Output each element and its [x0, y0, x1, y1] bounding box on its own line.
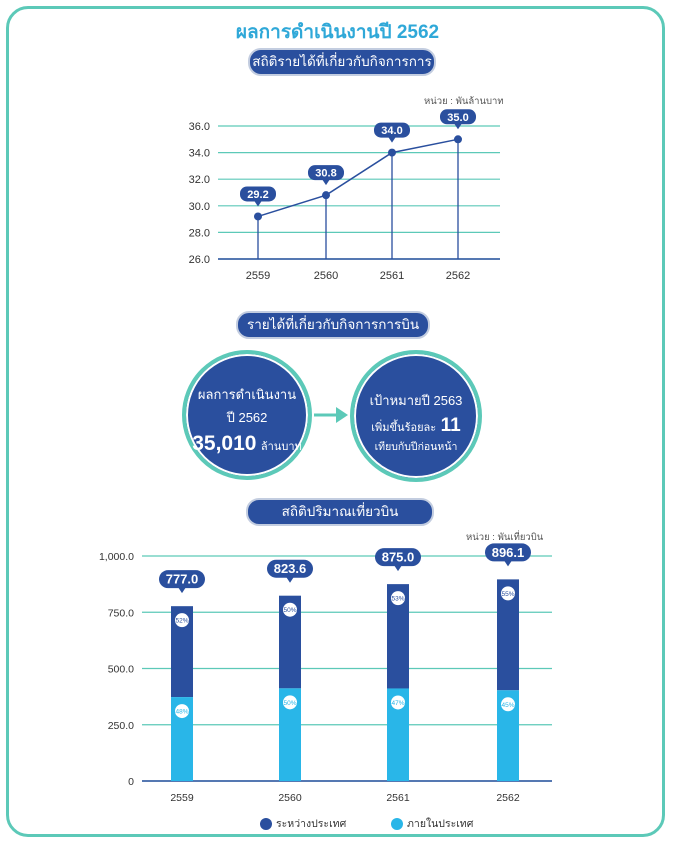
bar-international [497, 579, 519, 691]
total-label: 823.6 [274, 561, 307, 576]
legend-domestic-label: ภายในประเทศ [407, 818, 474, 830]
pct-badge-international [501, 586, 515, 601]
value-label: 30.8 [315, 168, 336, 180]
total-label-pointer [286, 576, 294, 583]
y-tick-label: 500.0 [108, 664, 134, 676]
performance-label: ผลการดำเนินงาน [197, 387, 297, 402]
y-tick-label: 250.0 [108, 720, 134, 732]
value-label-bubble [440, 109, 476, 125]
data-point [388, 148, 396, 157]
x-tick-label: 2559 [170, 792, 194, 804]
total-label-bubble [267, 559, 313, 578]
flight-bar-chart: 0 250.0 500.0 750.0 1,000.0 52% 48% 777.0 2559 50… [99, 543, 552, 804]
revenue-line-chart: 26.0 28.0 30.0 32.0 34.0 36.0 29.2 2559 30.8 2560… [189, 109, 500, 282]
total-label: 875.0 [382, 550, 415, 565]
performance-unit: ล้านบาท [260, 441, 302, 453]
x-tick-label: 2559 [246, 270, 270, 282]
section-revenue-title: รายได้ที่เกี่ยวกับกิจการการบิน [236, 311, 430, 339]
x-tick-label: 2560 [278, 792, 302, 804]
pct-label-international: 53% [391, 596, 404, 603]
legend-international-label: ระหว่างประเทศ [276, 818, 347, 830]
value-label-pointer [322, 179, 330, 186]
value-label-bubble [240, 186, 276, 202]
pct-badge-domestic [175, 704, 189, 719]
performance-year: ปี 2562 [226, 410, 268, 425]
pct-label-international: 55% [501, 591, 514, 598]
data-point [322, 191, 330, 200]
y-tick-label: 28.0 [189, 227, 210, 239]
data-point [254, 212, 262, 221]
page-title: ผลการดำเนินงานปี 2562 [235, 22, 440, 43]
y-tick-label: 34.0 [189, 148, 210, 160]
y-tick-label: 36.0 [189, 121, 210, 133]
bar-international [279, 595, 301, 689]
total-label-bubble [159, 570, 205, 589]
x-tick-label: 2562 [446, 270, 470, 282]
pct-badge-international [175, 613, 189, 628]
value-label: 34.0 [381, 125, 402, 137]
legend-domestic: ภายในประเทศ [391, 815, 473, 832]
pct-label-international: 50% [283, 607, 296, 614]
y-tick-label: 750.0 [108, 607, 134, 619]
value-label-pointer [388, 136, 396, 143]
bar-international [387, 584, 409, 689]
legend-domestic-swatch [391, 818, 403, 831]
total-label-pointer [178, 587, 186, 594]
total-label: 896.1 [492, 545, 525, 560]
pct-badge-domestic [391, 695, 405, 710]
y-tick-label: 32.0 [189, 174, 210, 186]
pct-label-domestic: 48% [175, 709, 188, 716]
x-tick-label: 2560 [314, 270, 338, 282]
legend-international-swatch [260, 818, 272, 831]
total-label-pointer [394, 565, 402, 572]
y-tick-label: 26.0 [189, 254, 210, 266]
target-increase-label: เพิ่มขึ้นร้อยละ [371, 422, 437, 434]
value-label-bubble [374, 122, 410, 138]
pct-badge-domestic [501, 697, 515, 712]
value-label-bubble [308, 165, 344, 181]
y-tick-label: 1,000.0 [99, 551, 134, 563]
pct-badge-domestic [283, 695, 297, 710]
value-label: 35.0 [447, 112, 468, 124]
value-label-pointer [254, 200, 262, 207]
arrow-right-icon [314, 407, 348, 423]
pct-badge-international [391, 591, 405, 606]
x-tick-label: 2561 [386, 792, 410, 804]
x-tick-label: 2562 [496, 792, 520, 804]
revenue-unit-label: หน่วย : พันล้านบาท [424, 96, 504, 107]
target-2563-circle: เป้าหมายปี 2563 เพิ่มขึ้นร้อยละ 11 เทียบ… [350, 350, 482, 482]
performance-value: 35,010 [192, 432, 257, 455]
section-flight-stats-title: สถิติปริมาณเที่ยวบิน [246, 498, 434, 526]
x-tick-label: 2561 [380, 270, 404, 282]
total-label: 777.0 [166, 572, 199, 587]
value-label-pointer [454, 123, 462, 130]
total-label-pointer [504, 560, 512, 567]
pct-label-domestic: 45% [501, 702, 514, 709]
bar-international [171, 606, 193, 698]
section-revenue-stats-title: สถิติรายได้ที่เกี่ยวกับกิจการการบิน [248, 48, 436, 93]
target-compare-label: เทียบกับปีก่อนหน้า [374, 441, 458, 453]
value-label: 29.2 [247, 189, 268, 201]
bar-domestic [387, 688, 409, 781]
pct-label-international: 52% [175, 618, 188, 625]
target-increase-value: 11 [440, 415, 461, 436]
y-tick-label: 30.0 [189, 201, 210, 213]
pct-badge-international [283, 602, 297, 617]
bar-domestic [279, 688, 301, 781]
series-line [257, 138, 459, 218]
total-label-bubble [375, 548, 421, 567]
performance-2562-circle: ผลการดำเนินงาน ปี 2562 35,010 ล้านบาท [182, 350, 312, 480]
total-label-bubble [485, 543, 531, 562]
pct-label-domestic: 50% [283, 700, 296, 707]
bar-domestic [171, 697, 193, 781]
y-tick-label: 0 [128, 776, 134, 788]
flight-unit-label: หน่วย : พันเที่ยวบิน [466, 532, 544, 543]
page-frame [6, 6, 665, 837]
pct-label-domestic: 47% [391, 700, 404, 707]
bar-domestic [497, 690, 519, 781]
legend-international: ระหว่างประเทศ [260, 815, 346, 832]
target-label: เป้าหมายปี 2563 [369, 393, 463, 408]
data-point [454, 135, 462, 144]
